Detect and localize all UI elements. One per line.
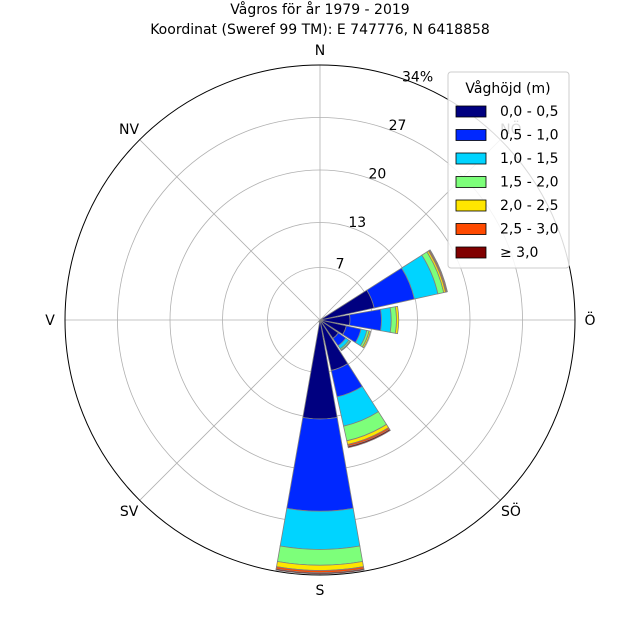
direction-label: V <box>45 313 55 329</box>
direction-label: N <box>315 43 325 59</box>
sector-bars <box>275 249 448 575</box>
sector-bar-segment <box>318 319 321 323</box>
direction-label: SV <box>120 504 139 520</box>
radial-tick-label: 27 <box>389 118 407 134</box>
chart-title: Vågros för år 1979 - 2019 <box>230 1 409 18</box>
legend-swatch <box>455 152 487 165</box>
chart-subtitle: Koordinat (Sweref 99 TM): E 747776, N 64… <box>150 22 490 38</box>
radial-tick-label: 7 <box>336 256 345 272</box>
sector-bar-segment <box>361 330 372 349</box>
legend-label: 2,5 - 3,0 <box>500 222 558 238</box>
legend-label: ≥ 3,0 <box>500 245 538 261</box>
sector-bar-segment <box>394 305 400 335</box>
outer-ring <box>64 64 576 576</box>
legend-swatch <box>455 105 487 118</box>
legend-label: 0,0 - 0,5 <box>500 104 558 120</box>
direction-label: NV <box>119 122 139 138</box>
radial-tick-label: 34% <box>402 69 433 85</box>
legend-label: 0,5 - 1,0 <box>500 128 558 144</box>
sector-bar-segment <box>286 417 354 512</box>
sector-bar-segment <box>275 568 365 575</box>
legend-box <box>447 71 570 269</box>
legend-label: 1,5 - 2,0 <box>500 175 558 191</box>
sector-bar-segment <box>340 340 352 352</box>
radial-tick-labels: 7 13 20 27 34% <box>336 69 434 272</box>
legend-label: 2,0 - 2,5 <box>500 198 558 214</box>
grid-spoke <box>319 319 501 501</box>
direction-label: Ö <box>584 311 595 329</box>
direction-label: SÖ <box>501 502 521 520</box>
outer-circle <box>64 64 576 576</box>
legend-swatch <box>455 176 487 188</box>
legend-swatch <box>455 199 487 212</box>
sector-bar-segment <box>347 428 391 449</box>
legend-title: Våghöjd (m) <box>465 80 550 97</box>
radial-tick-label: 13 <box>348 215 366 231</box>
legend-swatch <box>455 223 487 235</box>
legend-label: 1,0 - 1,5 <box>500 151 558 167</box>
grid-spoke <box>139 319 321 501</box>
sector-bar-segment <box>279 507 361 550</box>
direction-label: S <box>316 583 325 599</box>
sector-bar-segment <box>428 249 448 293</box>
legend-swatch <box>455 246 487 259</box>
legend-items: 0,0 - 0,5 0,5 - 1,0 1,0 - 1,5 1,5 - 2,0 2,0 … <box>455 104 558 261</box>
grid-spoke <box>139 139 321 321</box>
legend-swatch <box>455 129 487 141</box>
legend: Våghöjd (m) 0,0 - 0,5 0,5 - 1,0 1,0 - 1,5 1… <box>447 71 570 269</box>
radial-tick-label: 20 <box>368 166 386 182</box>
sector-bar-segment <box>380 307 392 333</box>
